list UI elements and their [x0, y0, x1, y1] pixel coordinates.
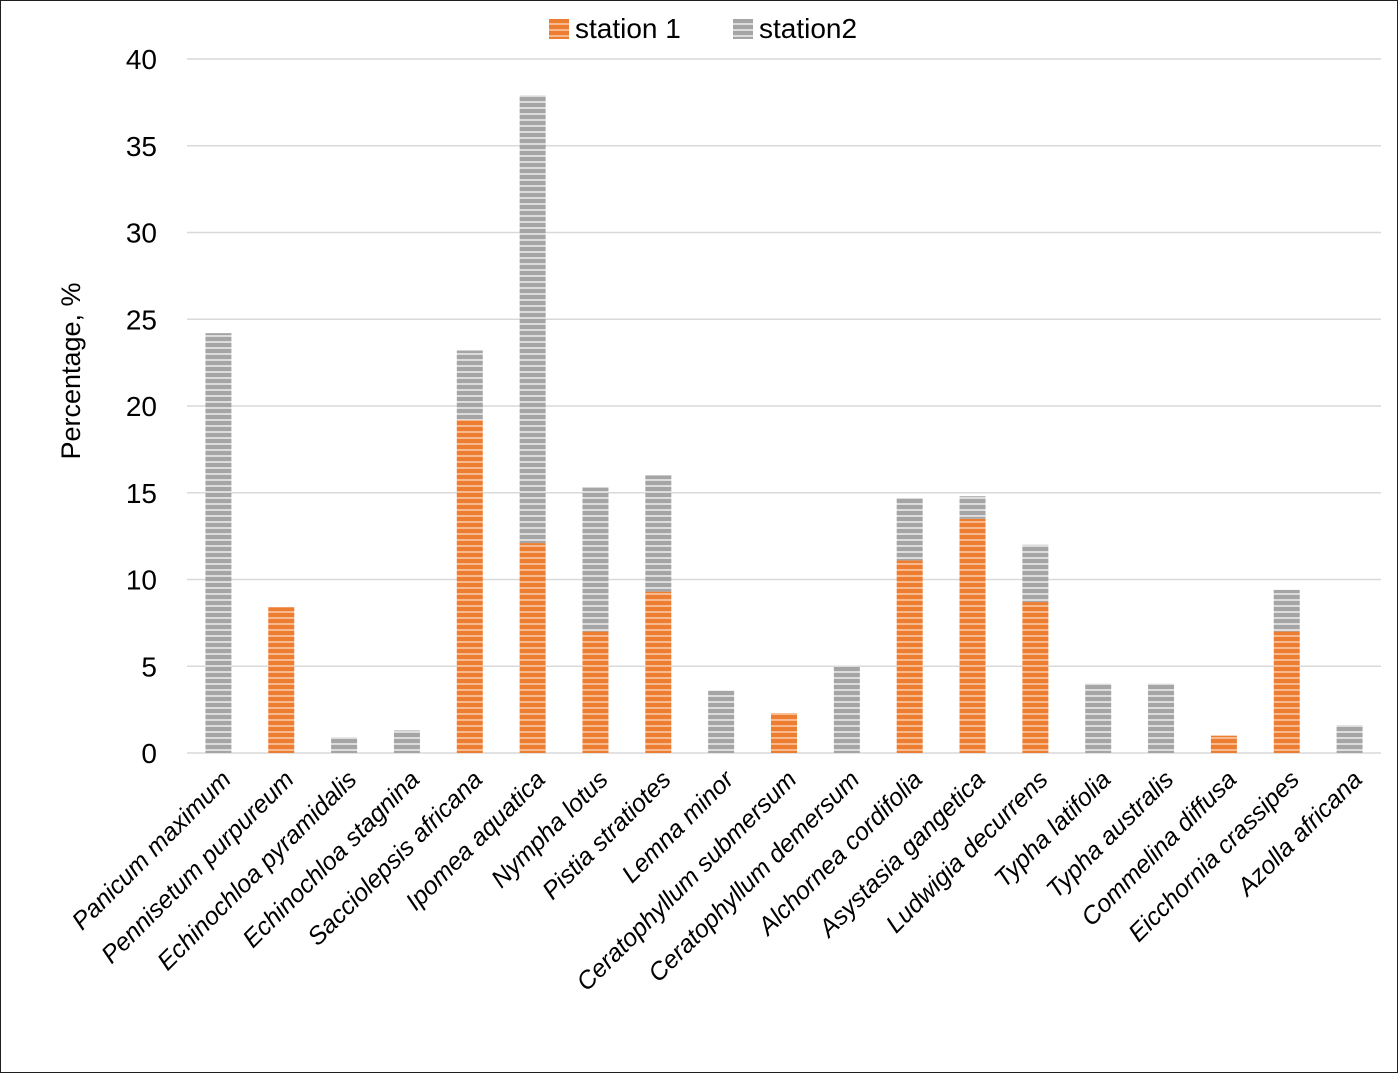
y-axis: Percentage, % 0 5 10 15 20 25 30 35 40 — [56, 44, 157, 769]
y-tick-label: 0 — [141, 738, 157, 769]
y-tick-label: 30 — [126, 218, 157, 249]
legend: station 1 station2 — [549, 13, 857, 44]
bar-station-1 — [645, 591, 672, 753]
bar-station-2 — [1273, 589, 1300, 632]
bar-station-1 — [519, 543, 546, 753]
bar-station-2 — [205, 333, 232, 753]
y-tick-label: 35 — [126, 131, 157, 162]
legend-label: station 1 — [575, 13, 681, 44]
bar-station-2 — [1336, 725, 1363, 753]
bar-station-1 — [771, 713, 797, 753]
bar-station-2 — [708, 690, 735, 753]
bar-station-2 — [1085, 683, 1112, 753]
bar-station-2 — [1022, 544, 1049, 603]
bar-station-1 — [959, 518, 986, 753]
y-tick-label: 10 — [126, 565, 157, 596]
y-axis-label: Percentage, % — [56, 282, 86, 459]
legend-swatch — [549, 19, 569, 39]
legend-label: station2 — [759, 13, 857, 44]
bar-station-1 — [1022, 602, 1049, 753]
bar-station-2 — [456, 350, 483, 420]
y-tick-label: 15 — [126, 478, 157, 509]
bar-station-2 — [896, 497, 923, 561]
gridlines — [187, 58, 1381, 754]
y-tick-label: 20 — [126, 391, 157, 422]
bar-station-2 — [331, 737, 358, 753]
y-tick-label: 5 — [141, 651, 157, 682]
bar-station-1 — [1210, 735, 1237, 753]
bar-station-2 — [833, 666, 860, 753]
bar-station-2 — [519, 95, 546, 544]
bar-station-2 — [582, 487, 609, 632]
y-tick-label: 25 — [126, 304, 157, 335]
bar-station-2 — [645, 475, 672, 592]
bars — [205, 95, 1363, 753]
bar-station-1 — [1273, 631, 1300, 753]
legend-swatch — [733, 19, 753, 39]
y-tick-label: 40 — [126, 44, 157, 75]
bar-station-2 — [393, 730, 420, 753]
bar-station-1 — [456, 419, 483, 753]
bar-station-1 — [582, 631, 609, 753]
bar-station-2 — [959, 496, 986, 519]
bar-station-2 — [1148, 683, 1175, 753]
bar-station-1 — [268, 607, 295, 753]
bar-station-1 — [896, 560, 923, 753]
